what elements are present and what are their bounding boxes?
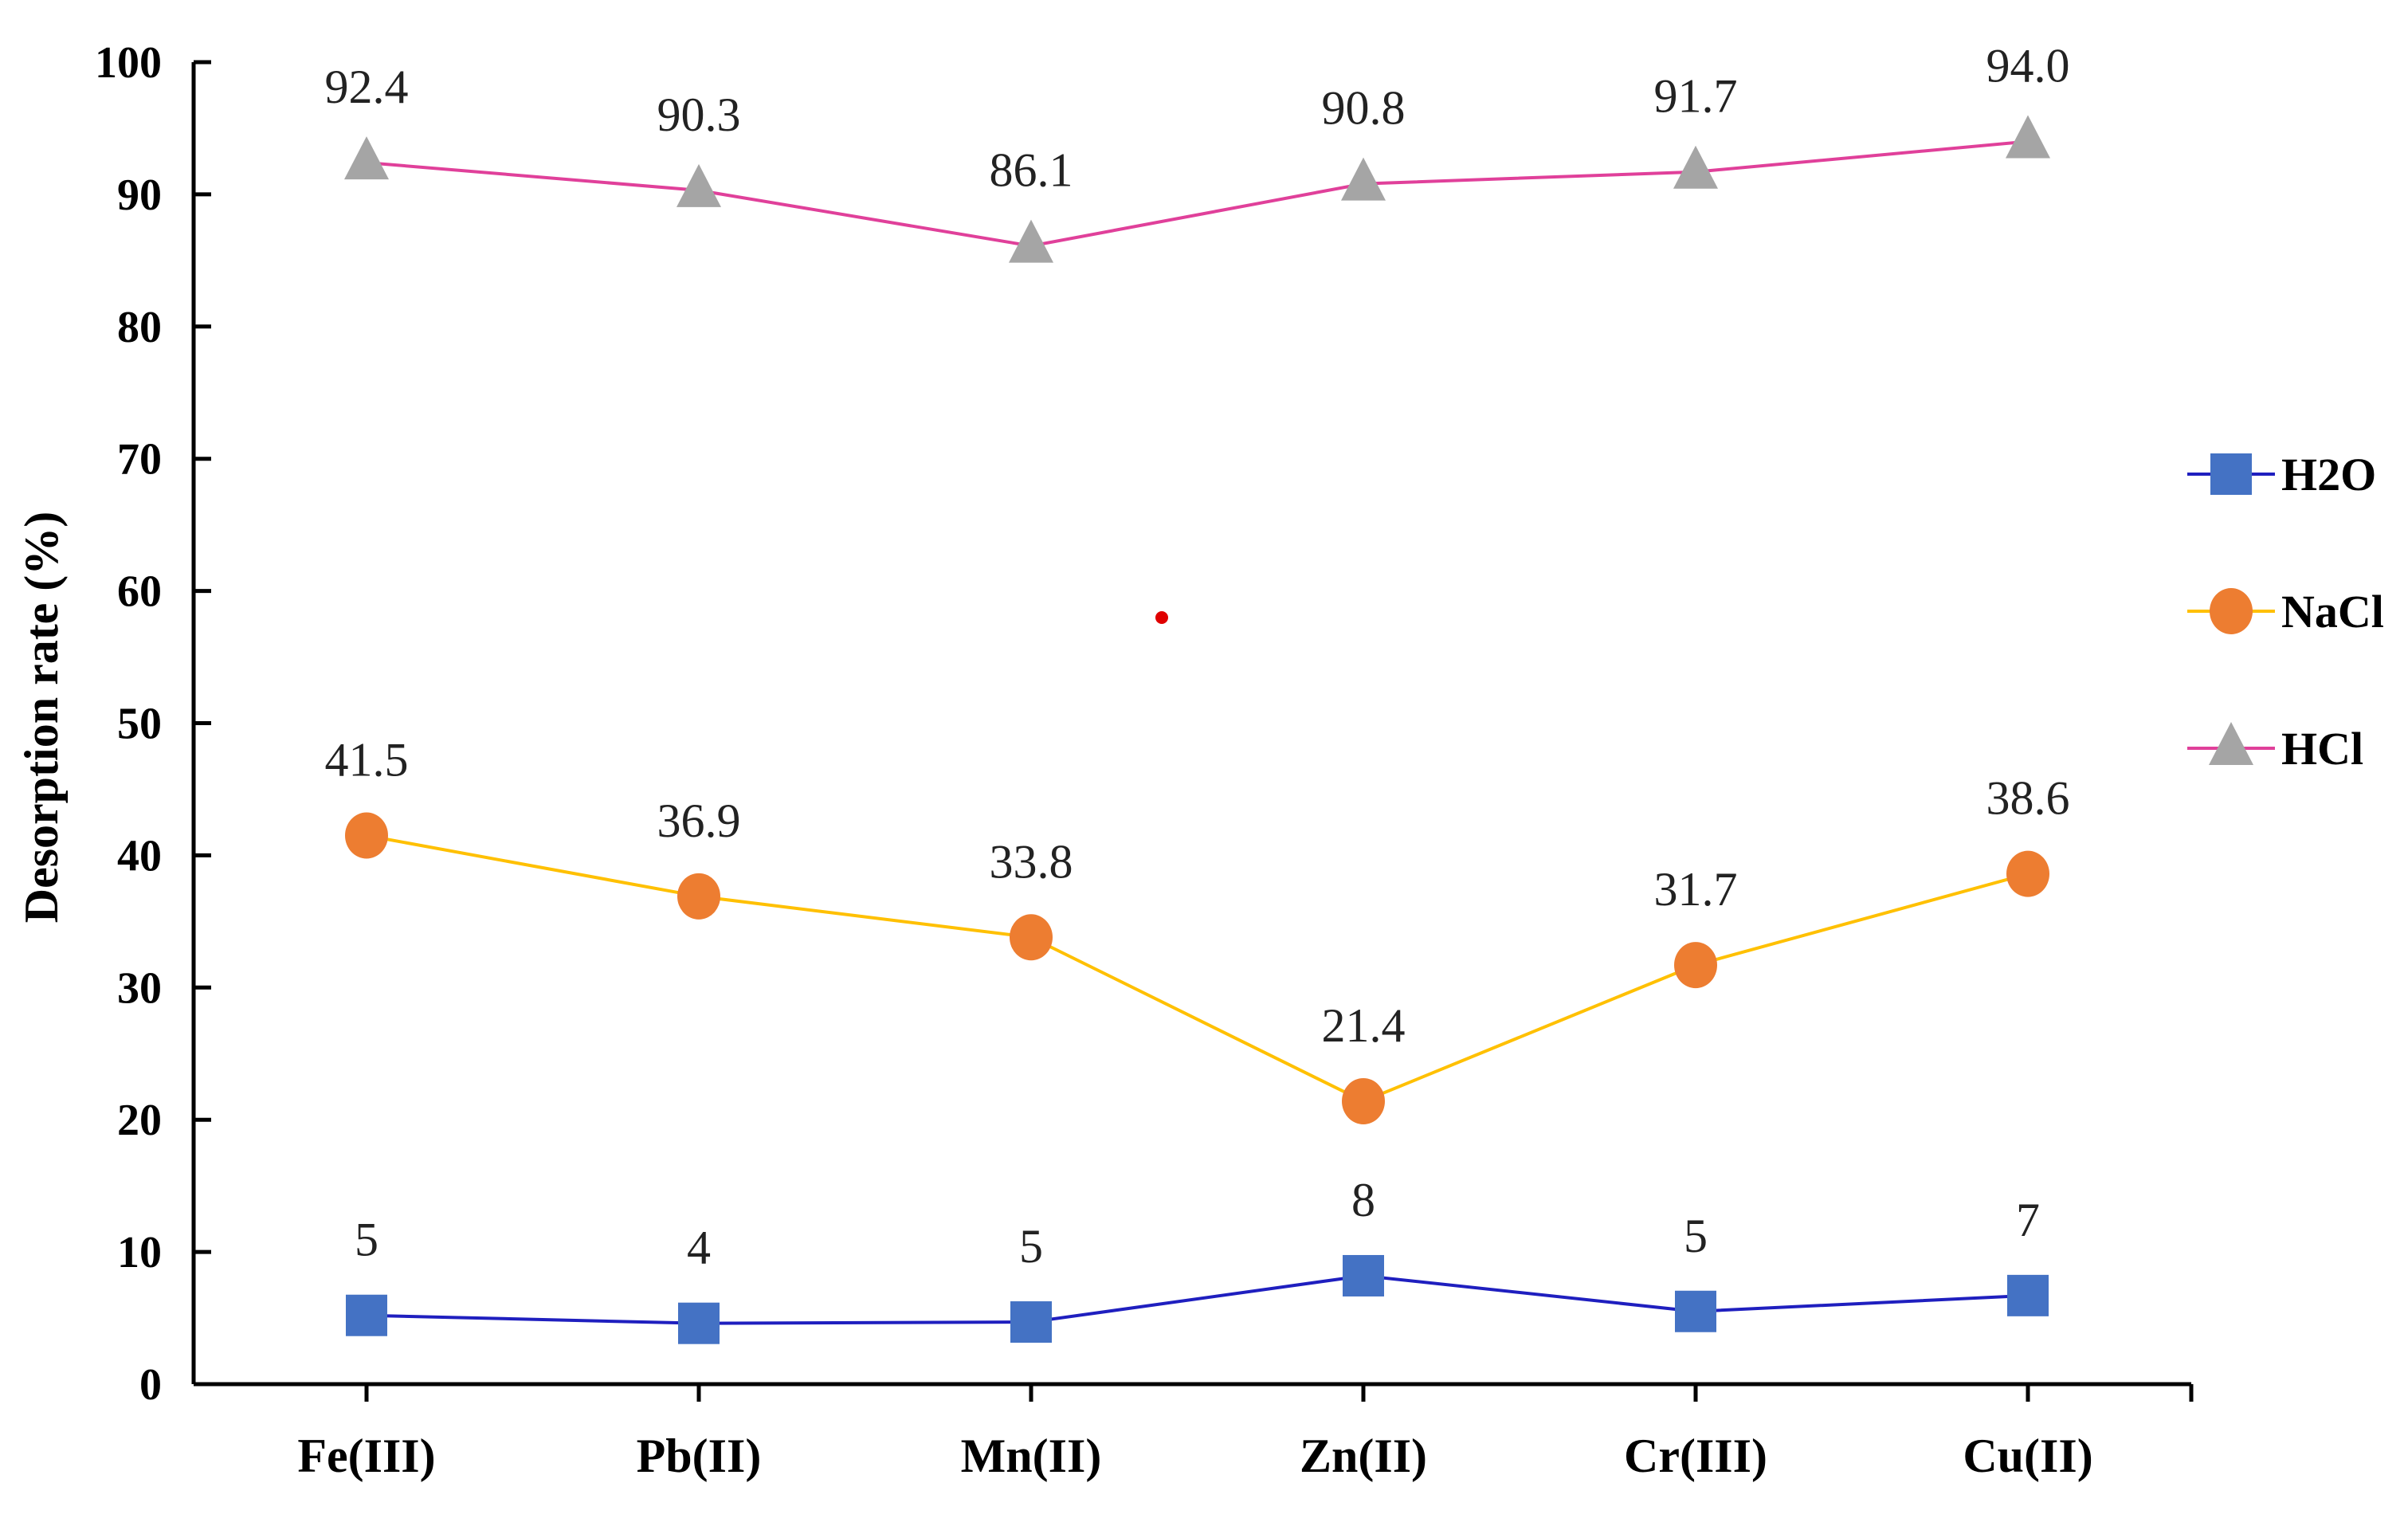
y-tick-label: 70 (117, 435, 162, 484)
x-tick-label: Fe(III) (297, 1430, 435, 1482)
data-point (677, 873, 720, 920)
data-point (1674, 942, 1717, 989)
data-label: 31.7 (1654, 863, 1738, 916)
data-label: 41.5 (325, 734, 409, 786)
axes: 0 10 20 30 40 50 60 70 80 90 100 Fe(III) Pb(II) Mn(II… (95, 38, 2194, 1482)
legend-label: H2O (2281, 449, 2376, 500)
legend-label: HCl (2281, 723, 2363, 775)
x-tick-label: Mn(II) (961, 1430, 1102, 1482)
y-tick-label: 0 (139, 1360, 162, 1410)
data-label: 94.0 (1986, 40, 2070, 92)
data-label: 38.6 (1986, 772, 2070, 825)
data-point (1342, 1077, 1385, 1124)
data-label: 5 (1019, 1220, 1043, 1273)
y-tick-label: 80 (117, 303, 162, 352)
data-label: 5 (355, 1214, 378, 1266)
data-label: 92.4 (325, 61, 409, 113)
legend-item-nacl: NaCl (2187, 586, 2384, 637)
series-nacl: 41.5 36.9 33.8 21.4 31.7 38.6 (325, 734, 2070, 1124)
data-point (2006, 850, 2049, 897)
x-tick-label: Zn(II) (1300, 1430, 1427, 1482)
data-point (344, 136, 389, 180)
data-point (2209, 722, 2253, 765)
data-label: 90.8 (1322, 82, 1406, 135)
data-point (1673, 145, 1718, 189)
data-label: 36.9 (657, 794, 741, 847)
legend-label: NaCl (2281, 586, 2384, 637)
data-point (2006, 115, 2050, 159)
x-tick-label: Cr(III) (1624, 1430, 1767, 1482)
y-axis-title: Desorption rate (%) (15, 512, 68, 924)
data-label: 7 (2016, 1194, 2040, 1246)
data-label: 33.8 (990, 835, 1073, 888)
data-point (2007, 1274, 2049, 1316)
y-tick-label: 60 (117, 567, 162, 617)
series-layer: 5 4 5 8 5 7 41.5 36.9 33.8 21.4 31.7 38.6 92.4 90.3 86… (325, 40, 2070, 1344)
x-tick-label: Pb(II) (637, 1430, 762, 1482)
data-point (678, 1302, 720, 1344)
data-label: 5 (1684, 1210, 1708, 1262)
y-tick-label: 50 (117, 700, 162, 749)
y-tick-label: 90 (117, 171, 162, 220)
data-point (2210, 588, 2253, 634)
series-h2o: 5 4 5 8 5 7 (346, 1174, 2049, 1344)
legend-item-hcl: HCl (2187, 722, 2363, 775)
stray-red-dot (1155, 611, 1168, 624)
y-tick-label: 20 (117, 1096, 162, 1145)
y-tick-label: 40 (117, 831, 162, 881)
x-tick-label: Cu(II) (1963, 1430, 2092, 1482)
y-tick-label: 30 (117, 963, 162, 1013)
data-label: 90.3 (657, 88, 741, 141)
y-axis-title-group: Desorption rate (%) (15, 512, 68, 924)
series-hcl: 92.4 90.3 86.1 90.8 91.7 94.0 (325, 40, 2070, 263)
legend: H2O NaCl HCl (2187, 449, 2384, 775)
series-line (366, 139, 2029, 248)
data-label: 8 (1351, 1174, 1375, 1226)
data-point (1341, 157, 1386, 201)
series-line (366, 834, 2029, 1104)
data-point (2210, 453, 2252, 495)
data-point (346, 1294, 387, 1336)
y-tick-label: 10 (117, 1228, 162, 1277)
data-point (1675, 1290, 1716, 1332)
legend-item-h2o: H2O (2187, 449, 2376, 500)
data-label: 4 (687, 1222, 711, 1274)
data-label: 21.4 (1322, 999, 1406, 1052)
data-label: 86.1 (990, 144, 1073, 197)
data-point (1009, 219, 1053, 263)
data-point (1010, 914, 1053, 961)
data-point (1343, 1254, 1384, 1296)
data-label: 91.7 (1654, 70, 1738, 123)
data-point (1010, 1301, 1052, 1344)
data-point (677, 163, 721, 207)
y-tick-label: 100 (95, 38, 162, 88)
data-point (345, 812, 388, 859)
series-line (366, 1273, 2029, 1325)
